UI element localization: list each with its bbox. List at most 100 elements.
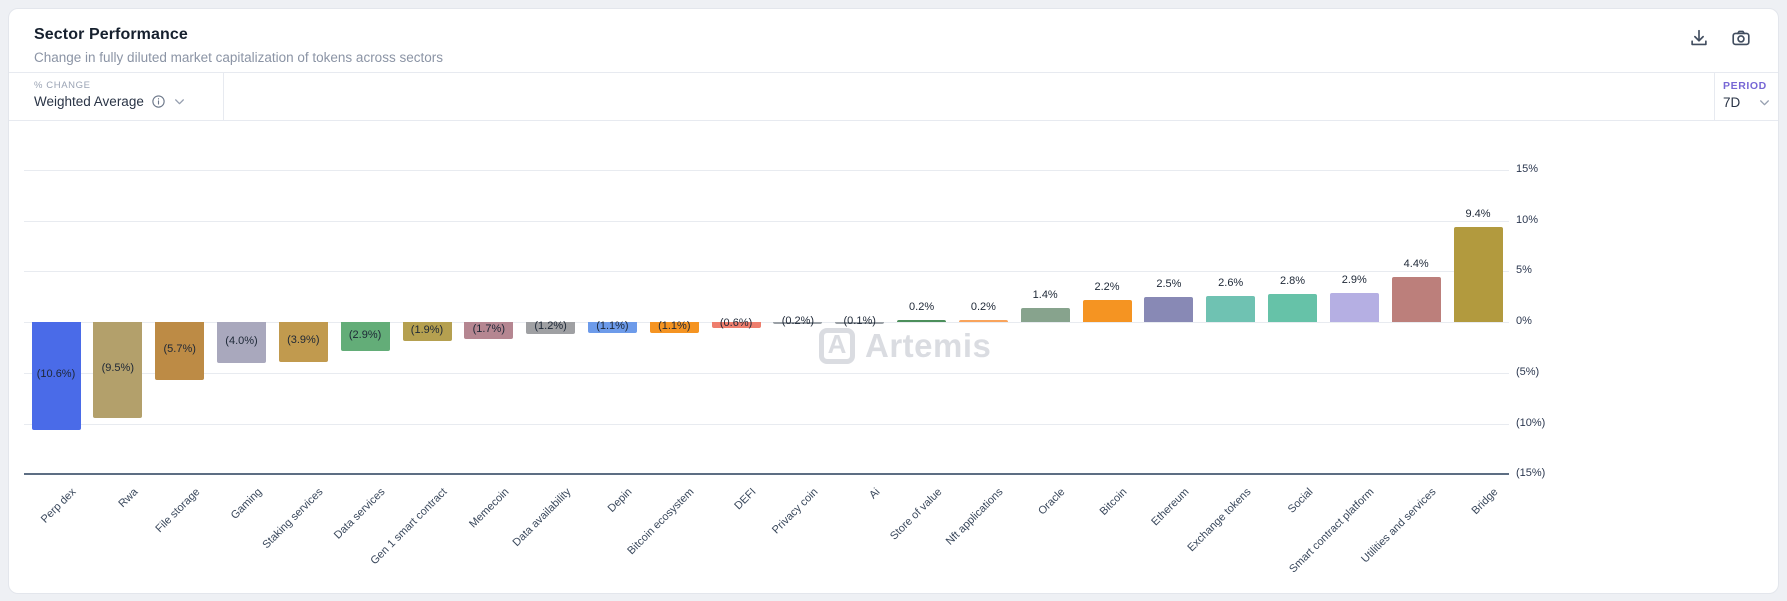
bar-value-label: 2.6% [1218,276,1244,289]
y-axis-tick-label: 0% [1516,315,1532,327]
x-axis-category-label: Rwa [116,486,141,511]
header-actions [1686,25,1754,51]
bar-value-label: (4.0%) [225,334,258,347]
bar-oracle[interactable] [1020,307,1070,322]
period-selector-label: PERIOD [1723,80,1767,92]
page-subtitle: Change in fully diluted market capitaliz… [34,50,443,65]
x-axis-category-label: Data services [331,486,388,542]
bar-staking-services[interactable] [278,322,328,362]
camera-icon[interactable] [1728,25,1754,51]
bar-value-label: 9.4% [1465,207,1491,220]
bar-value-label: (5.7%) [163,343,196,355]
bar-gen-1-smart-contract[interactable] [402,322,452,341]
info-icon[interactable] [151,94,166,109]
bar-exchange-tokens[interactable] [1206,295,1256,322]
y-axis-tick-label: (5%) [1516,366,1540,378]
y-axis-tick-label: (15%) [1516,467,1546,479]
gridline [24,373,1509,374]
x-axis-category-label: File storage [153,486,203,536]
x-axis-category-label: Bitcoin [1097,486,1130,519]
bar-utilities-and-services[interactable] [1391,277,1441,323]
y-axis-tick-label: (10%) [1516,417,1546,429]
x-axis-category-label: Oracle [1036,486,1068,518]
bar-rwa[interactable] [93,322,143,418]
x-axis-category-label: Nft applications [944,486,1006,548]
x-axis-category-label: Bridge [1469,486,1501,518]
bar-smart-contract-platform[interactable] [1329,292,1379,322]
bar-ethereum[interactable] [1144,296,1194,322]
metric-selector[interactable]: % CHANGE Weighted Average [9,73,224,120]
bar-value-label: 0.2% [970,301,996,313]
bar-value-label: (3.9%) [287,334,320,346]
x-axis-category-label: Depin [606,486,635,516]
bar-value-label: 1.4% [1032,288,1058,301]
download-icon[interactable] [1686,25,1712,51]
bar-memecoin[interactable] [464,322,514,339]
bar-value-label: (10.6%) [36,368,76,380]
period-selector[interactable]: PERIOD 7D [1714,73,1778,120]
x-axis-category-label: Staking services [260,486,326,552]
bar-depin[interactable] [587,322,637,333]
y-axis-tick-label: 10% [1516,214,1539,226]
bar-defi[interactable] [711,322,761,328]
gridline [24,424,1509,425]
bar-file-storage[interactable] [155,322,205,380]
bar-value-label: (2.9%) [348,328,382,341]
bar-gaming[interactable] [217,322,266,363]
bar-perp-dex[interactable] [31,322,81,430]
artemis-watermark: A Artemis [819,327,991,365]
bar-bitcoin[interactable] [1082,299,1132,322]
chevron-down-icon [1758,96,1771,109]
bar-value-label: 2.8% [1279,274,1306,287]
x-axis-category-label: Store of value [887,486,945,543]
bar-value-label: 2.5% [1156,277,1182,290]
x-axis-category-label: Gaming [228,486,264,522]
sector-performance-card: Sector Performance Change in fully dilut… [8,8,1779,594]
bar-value-label: (1.1%) [658,319,691,332]
bar-ai[interactable] [835,322,885,324]
bar-nft-applications[interactable] [958,320,1008,322]
bar-value-label: (9.5%) [101,362,134,374]
x-axis-category-label: Exchange tokens [1185,486,1254,555]
chart-controls-bar: % CHANGE Weighted Average PERIOD 7D [9,72,1778,121]
metric-selector-value: Weighted Average [34,94,144,109]
chevron-down-icon [173,95,186,108]
bar-bitcoin-ecosystem[interactable] [649,322,699,333]
bar-value-label: (1.1%) [596,319,629,332]
bar-value-label: 4.4% [1403,258,1429,271]
artemis-logo-icon: A [819,328,855,364]
bar-value-label: (0.1%) [843,315,876,327]
x-axis-category-label: Bitcoin ecosystem [625,486,697,558]
gridline [24,170,1509,171]
bar-value-label: (1.7%) [472,322,505,335]
metric-selector-label: % CHANGE [34,80,91,91]
bar-privacy-coin[interactable] [773,322,823,324]
x-axis-category-label: Perp dex [38,486,79,526]
x-axis-category-label: Social [1285,486,1315,516]
bar-value-label: 2.2% [1094,280,1120,293]
bar-store-of-value[interactable] [897,320,947,322]
gridline [24,271,1509,272]
artemis-watermark-text: Artemis [865,327,992,364]
bar-value-label: (0.6%) [719,317,753,329]
bar-data-availability[interactable] [526,322,576,334]
bar-social[interactable] [1268,293,1317,322]
bar-value-label: (1.2%) [534,320,567,332]
x-axis-category-label: Privacy coin [769,486,821,537]
sector-performance-bar-chart: A Artemis 15% 10% 5% 0% (5%) (10%) (15%) (10.6%… [9,121,1778,593]
y-axis-tick-label: 15% [1516,163,1539,175]
x-axis-category-label: Ethereum [1149,486,1192,529]
bar-value-label: 2.9% [1341,273,1367,286]
bar-value-label: (0.2%) [781,315,815,327]
x-axis-category-label: Memecoin [466,486,512,531]
bar-bridge[interactable] [1453,226,1503,322]
x-axis-category-label: Ai [866,486,883,502]
period-selector-value: 7D [1723,95,1741,110]
y-axis-tick-label: 5% [1516,264,1532,276]
page-title: Sector Performance [34,26,188,43]
gridline [24,322,1509,323]
bar-data-services[interactable] [340,322,390,351]
x-axis-category-label: DEFI [732,486,759,513]
x-axis-category-label: Data availability [510,486,574,550]
bar-value-label: (1.9%) [410,323,444,336]
